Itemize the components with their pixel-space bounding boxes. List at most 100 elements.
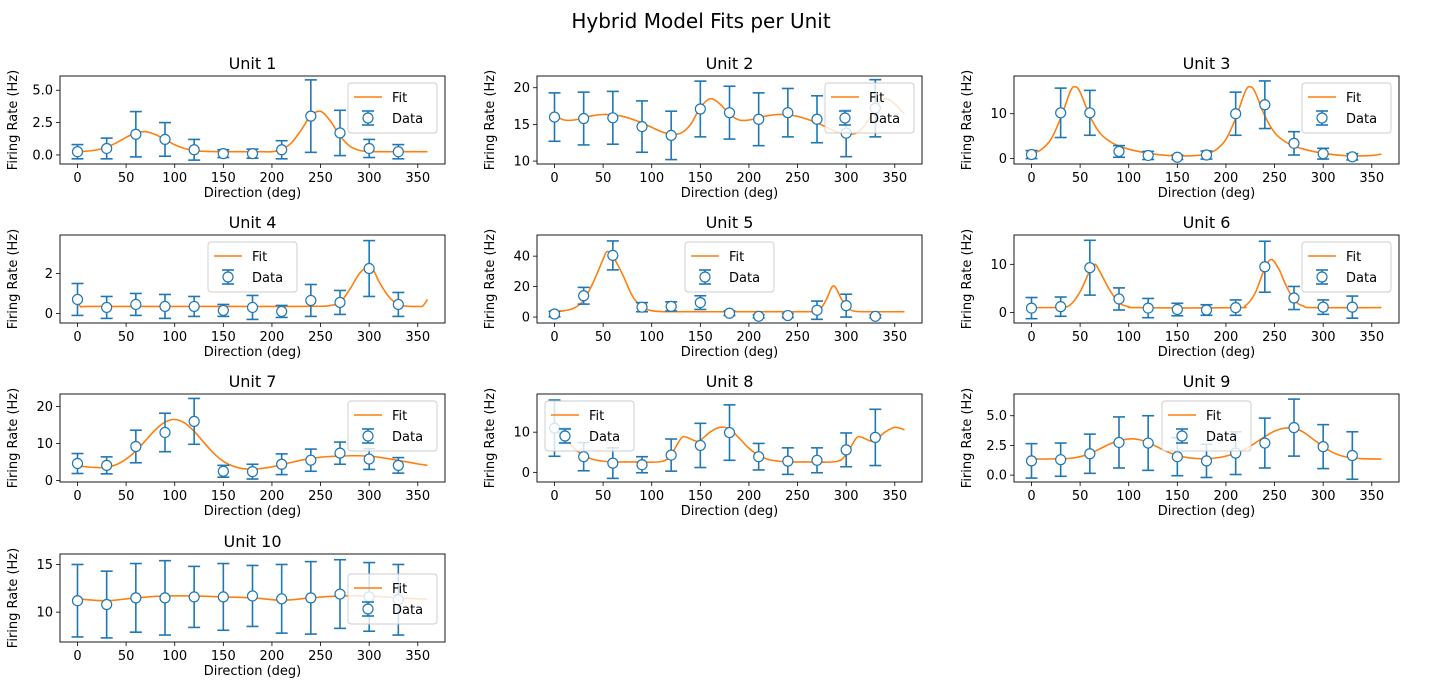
x-tick-label: 250: [785, 171, 810, 186]
x-tick-label: 200: [260, 330, 285, 345]
data-point: [1171, 302, 1184, 317]
data-marker: [305, 454, 317, 466]
legend-fit-label: Fit: [589, 409, 604, 424]
legend: Fit Data: [347, 573, 438, 625]
legend: Fit Data: [1161, 400, 1252, 452]
axes-frame: [536, 234, 923, 324]
legend-data-marker: [1176, 430, 1188, 442]
x-tick-label: 200: [1214, 171, 1239, 186]
data-point: [71, 452, 84, 475]
data-marker: [1142, 302, 1154, 314]
x-axis-label: Direction (deg): [1158, 186, 1256, 201]
x-tick-label: 50: [595, 171, 612, 186]
data-marker: [636, 120, 648, 133]
data-point: [246, 564, 259, 628]
data-point: [1229, 299, 1242, 317]
x-tick-label: 350: [882, 330, 907, 345]
x-axis-label: Direction (deg): [1158, 345, 1256, 360]
data-marker: [334, 127, 346, 139]
data-marker: [217, 304, 229, 317]
data-marker: [276, 144, 288, 156]
data-marker: [1200, 304, 1213, 316]
legend-fit-label: Fit: [392, 409, 407, 424]
x-tick-label: 300: [357, 330, 382, 345]
x-tick-label: 300: [834, 171, 859, 186]
data-marker: [276, 593, 288, 605]
x-tick-label: 300: [357, 489, 382, 504]
data-point: [636, 455, 648, 474]
data-point: [665, 300, 678, 313]
axes-frame: [1013, 393, 1400, 483]
data-marker: [246, 301, 259, 314]
data-point: [752, 92, 765, 147]
x-tick-label: 150: [688, 489, 713, 504]
x-tick-label: 200: [737, 330, 762, 345]
subplot-title: Unit 3: [1183, 54, 1231, 73]
x-tick-label: 150: [211, 489, 236, 504]
data-point: [246, 294, 259, 321]
data-point: [1346, 295, 1359, 319]
data-marker: [840, 300, 852, 312]
y-axis-label: Firing Rate (Hz): [960, 70, 975, 170]
data-point: [1142, 297, 1155, 319]
data-point: [811, 95, 823, 144]
x-tick-label: 300: [1311, 330, 1336, 345]
x-tick-label: 100: [162, 330, 187, 345]
data-point: [159, 559, 171, 636]
x-tick-label: 250: [308, 649, 333, 664]
x-tick-label: 150: [211, 649, 236, 664]
data-point: [840, 293, 853, 318]
x-tick-label: 200: [260, 489, 285, 504]
data-marker: [392, 146, 404, 158]
subplot-title: Unit 1: [229, 54, 277, 73]
data-marker: [1346, 449, 1358, 462]
data-point: [159, 121, 171, 158]
x-tick-label: 100: [1116, 330, 1141, 345]
subplot-unit-1: Unit 1 0 50 100 150 200 250 300 350 0.0 2.5 5.0 Dire…: [6, 54, 446, 201]
subplot-unit-8: Unit 8 0 50 100 150 200 250 300 350 0 10 Direction …: [483, 372, 923, 519]
y-axis-label: Firing Rate (Hz): [483, 229, 498, 329]
data-point: [1025, 442, 1038, 479]
data-point: [275, 139, 288, 160]
data-point: [1229, 91, 1242, 137]
data-point: [246, 148, 259, 160]
data-marker: [1288, 137, 1300, 149]
subplot-unit-10: Unit 10 0 50 100 150 200 250 300 350 10 15 Directio…: [6, 532, 446, 679]
data-point: [363, 239, 376, 298]
data-point: [1142, 414, 1155, 472]
data-marker: [71, 595, 84, 607]
data-point: [1258, 417, 1271, 469]
subplot-title: Unit 9: [1183, 372, 1231, 391]
data-point: [129, 110, 142, 158]
data-point: [1317, 147, 1330, 160]
data-marker: [1288, 292, 1300, 304]
legend-data-marker: [362, 112, 374, 124]
data-marker: [159, 300, 171, 313]
data-point: [781, 309, 794, 322]
data-marker: [188, 300, 200, 313]
data-point: [1288, 130, 1300, 156]
subplot-title: Unit 8: [706, 372, 754, 391]
data-marker: [578, 290, 590, 302]
x-tick-label: 100: [639, 330, 664, 345]
subplot-title: Unit 6: [1183, 213, 1231, 232]
x-tick-label: 350: [405, 649, 430, 664]
data-marker: [101, 142, 113, 155]
data-marker: [101, 459, 113, 471]
x-tick-label: 250: [308, 171, 333, 186]
y-tick-label: 20: [513, 280, 530, 295]
x-tick-label: 250: [1262, 489, 1287, 504]
data-marker: [1230, 302, 1242, 314]
data-marker: [392, 459, 404, 471]
x-tick-label: 250: [308, 330, 333, 345]
plot-area: [71, 239, 429, 321]
data-point: [1113, 287, 1125, 311]
y-tick-label: 10: [513, 155, 530, 170]
data-marker: [1171, 303, 1183, 316]
data-marker: [276, 305, 288, 318]
data-marker: [811, 304, 823, 316]
x-tick-label: 50: [1072, 489, 1089, 504]
x-tick-label: 50: [1072, 330, 1089, 345]
data-point: [217, 562, 230, 632]
